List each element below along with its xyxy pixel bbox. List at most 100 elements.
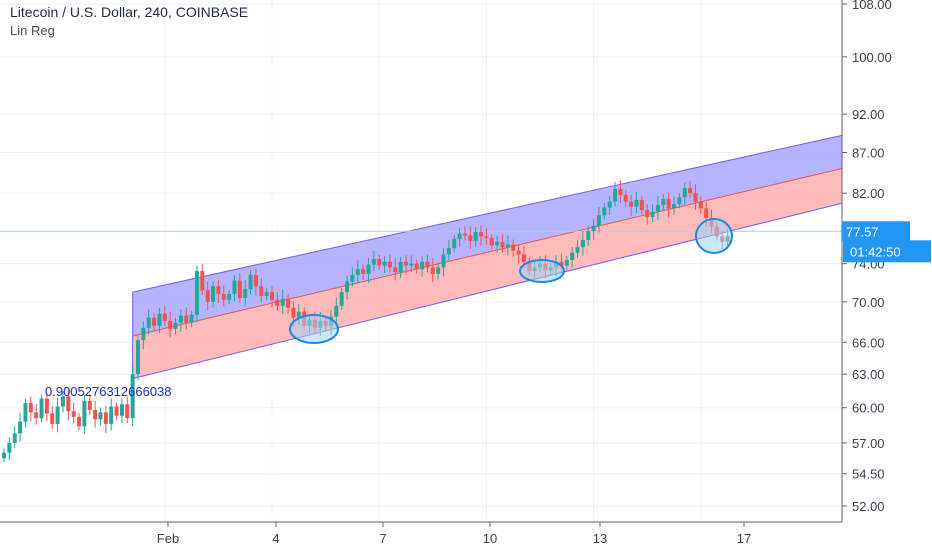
y-tick: 63.00 [842,367,885,382]
candle-body [178,315,183,323]
candle-body [586,231,591,240]
candle-body [98,412,103,420]
candle-body [361,269,366,274]
candle-body [387,261,392,268]
candle-body [221,294,226,300]
highlight-ellipses [289,218,733,344]
candle-body [382,261,387,266]
candle-body [66,396,71,412]
candle-body [430,267,435,274]
candle-body [564,259,569,266]
y-tick-label: 57.00 [852,436,885,451]
candle-body [575,247,580,253]
candle-body [232,280,237,295]
indicator-label[interactable]: Lin Reg [10,23,55,38]
candle-body [259,286,264,296]
candle-body [345,281,350,293]
candle-body [168,320,173,329]
candle-body [521,254,526,262]
symbol-title: Litecoin / U.S. Dollar, 240, COINBASE [10,4,249,20]
candle-body [677,197,682,205]
candle-body [119,404,124,416]
y-tick: 92.00 [842,107,885,122]
candle-body [55,406,60,424]
candle-body [82,400,87,427]
time-axis[interactable]: Feb 4 7 10 13 17 [0,521,842,546]
candle-body [146,317,151,328]
candle-body [286,298,291,308]
candle-body [194,271,199,315]
candle-body [141,327,146,341]
candle-body [596,215,601,226]
candle-body [623,194,628,202]
candle-body [114,406,119,416]
candle-body [693,193,698,202]
price-axis-bg [842,0,932,550]
upper-band [132,135,842,337]
candle-body [44,398,49,414]
candle-body [704,208,709,218]
candle-body [672,204,676,209]
highlight-ellipse[interactable] [695,218,733,254]
candle-body [629,201,634,207]
candle-body [23,403,28,422]
candle-body [227,294,232,300]
x-tick-label: 10 [483,531,497,546]
candle-body [393,267,398,273]
candle-body [189,314,194,323]
y-tick-label: 70.00 [852,295,885,310]
y-tick-label: 100.00 [852,50,892,65]
candle-body [291,307,296,318]
y-tick-label: 60.00 [852,401,885,416]
x-tick: 10 [483,522,497,546]
candle-body [34,412,39,419]
candle-body [28,403,33,413]
candle-body [93,410,98,420]
y-tick-label: 87.00 [852,146,885,161]
candle-body [409,263,414,266]
candle-body [296,311,301,318]
candle-body [655,204,660,212]
upper-band-line [132,134,843,293]
candle-body [275,299,280,306]
candle-body [452,239,457,249]
candle-body [634,199,639,207]
x-tick: 4 [272,522,280,546]
y-tick: 57.00 [842,436,885,451]
x-tick: 7 [379,522,387,546]
candle-body [136,340,140,375]
candle-body [639,199,644,211]
candle-body [152,317,157,326]
x-tick-label: 4 [272,531,279,546]
candle-body [688,188,693,194]
candle-body [253,274,258,287]
candle-body [157,313,162,326]
candle-body [125,404,130,419]
candle-body [613,188,618,202]
mid-line [132,167,843,337]
candle-body [398,261,403,273]
candle-body [666,199,671,209]
candle-body [559,261,564,266]
candle-body [87,400,92,411]
x-tick-label: 7 [379,531,386,546]
x-tick-label: 17 [737,531,751,546]
candle-body [334,305,339,317]
candle-body [473,231,478,241]
y-tick-label: 66.00 [852,335,885,350]
candle-body [489,238,494,246]
candle-body [377,259,382,266]
highlight-ellipse[interactable] [289,314,339,344]
candle-body [441,254,446,268]
y-tick: 70.00 [842,295,885,310]
candle-body [200,271,205,291]
candle-body [280,298,285,306]
highlight-ellipse[interactable] [519,259,565,283]
price-axis[interactable]: 108.00100.0092.0087.0082.0074.0070.0066.… [841,0,932,550]
candle-body [103,412,108,424]
candle-body [12,433,17,443]
y-tick-label: 108.00 [852,0,892,12]
candle-body [457,233,462,240]
last-price-badge-bg [842,221,910,242]
